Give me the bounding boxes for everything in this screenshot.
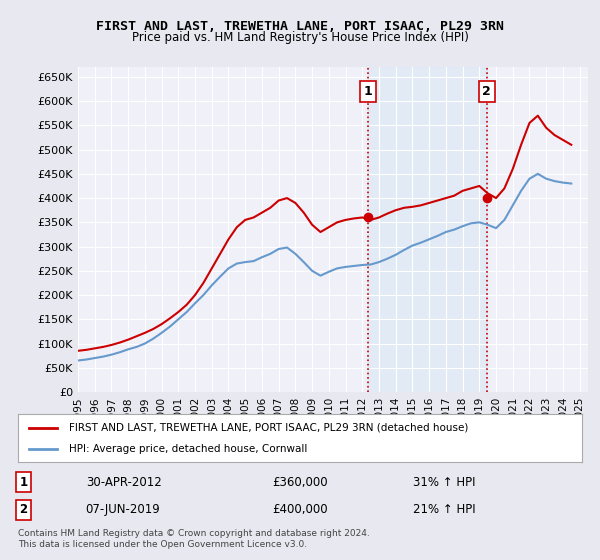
Bar	[368, 67, 487, 392]
Text: 2: 2	[482, 85, 491, 98]
Text: Price paid vs. HM Land Registry's House Price Index (HPI): Price paid vs. HM Land Registry's House …	[131, 31, 469, 44]
Text: £360,000: £360,000	[272, 476, 328, 489]
Text: 07-JUN-2019: 07-JUN-2019	[86, 503, 160, 516]
Text: 21% ↑ HPI: 21% ↑ HPI	[413, 503, 475, 516]
Text: 30-APR-2012: 30-APR-2012	[86, 476, 161, 489]
Text: Contains HM Land Registry data © Crown copyright and database right 2024.
This d: Contains HM Land Registry data © Crown c…	[18, 529, 370, 549]
Text: 1: 1	[364, 85, 372, 98]
Text: 2: 2	[20, 503, 28, 516]
Text: HPI: Average price, detached house, Cornwall: HPI: Average price, detached house, Corn…	[69, 444, 307, 454]
Text: 1: 1	[20, 476, 28, 489]
Text: FIRST AND LAST, TREWETHA LANE, PORT ISAAC, PL29 3RN: FIRST AND LAST, TREWETHA LANE, PORT ISAA…	[96, 20, 504, 32]
Text: £400,000: £400,000	[272, 503, 328, 516]
Text: 31% ↑ HPI: 31% ↑ HPI	[413, 476, 475, 489]
Text: FIRST AND LAST, TREWETHA LANE, PORT ISAAC, PL29 3RN (detached house): FIRST AND LAST, TREWETHA LANE, PORT ISAA…	[69, 423, 468, 433]
